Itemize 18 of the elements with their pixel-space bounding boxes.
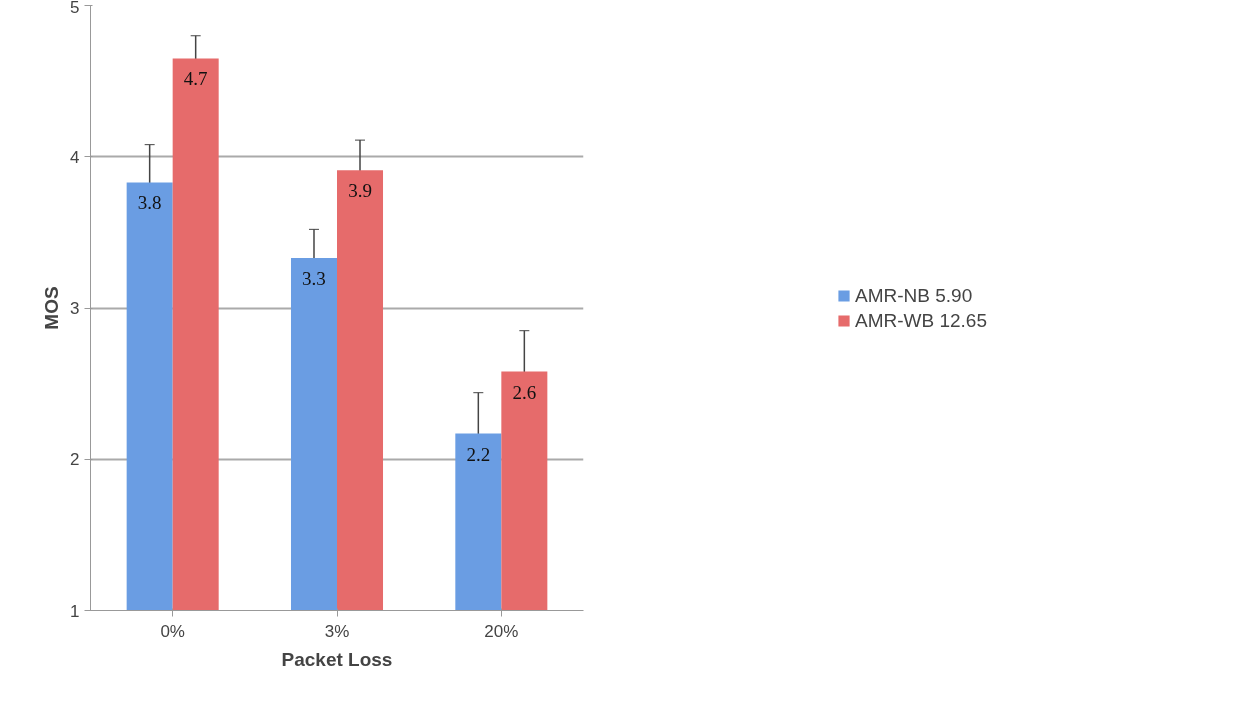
- data-label: 3.9: [348, 180, 372, 202]
- y-tick-label: 2: [70, 450, 80, 470]
- legend-label: AMR-WB 12.65: [855, 309, 987, 331]
- data-label: 2.2: [466, 443, 491, 465]
- y-axis-title: MOS: [41, 286, 63, 330]
- data-label: 3.8: [137, 192, 162, 214]
- data-label: 2.6: [512, 381, 537, 403]
- y-tick-label: 1: [70, 601, 80, 621]
- x-tick-label: 0%: [160, 621, 185, 641]
- data-label: 3.3: [302, 268, 326, 290]
- legend-label: AMR-NB 5.90: [855, 284, 973, 306]
- x-axis-title: Packet Loss: [281, 648, 393, 670]
- x-tick-label: 20%: [484, 621, 519, 641]
- x-tick-label: 3%: [324, 621, 350, 641]
- y-tick-label: 3: [70, 299, 80, 318]
- y-tick-label: 4: [70, 147, 80, 167]
- data-label: 4.7: [183, 68, 208, 90]
- y-tick-label: 5: [70, 0, 80, 17]
